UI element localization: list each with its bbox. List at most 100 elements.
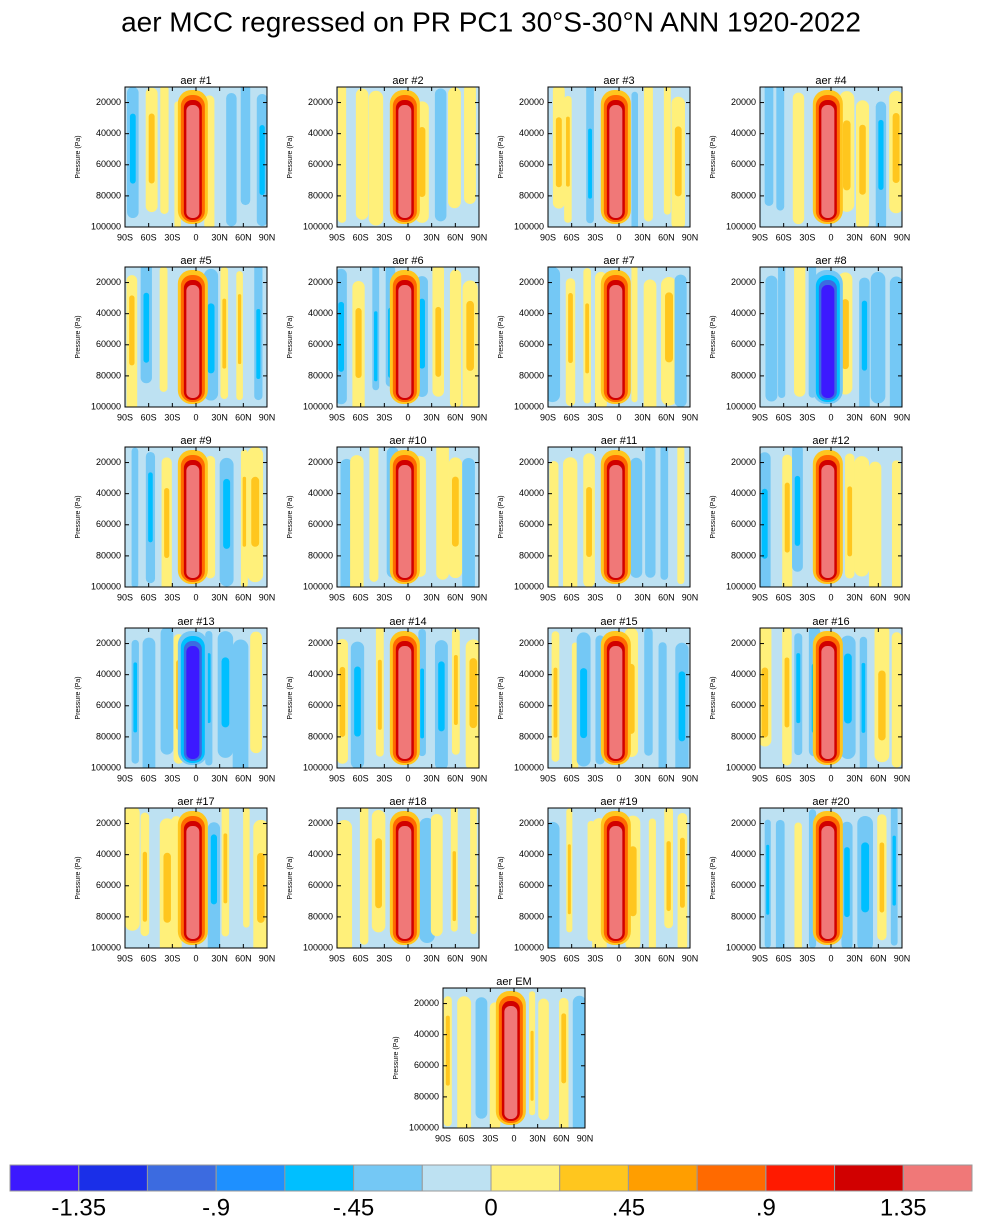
panel: aer #1 90S 60S 30S 0 30N 60N 90N 20000 40000 60000… [75, 75, 275, 242]
x-tick-label: 90N [682, 412, 699, 422]
panel-title: aer #3 [603, 75, 634, 87]
x-tick-label: 0 [193, 592, 198, 602]
x-tick-label: 90N [259, 773, 276, 783]
panel: aer #4 90S 60S 30S 0 30N 60N 90N 20000 40000 60000… [710, 75, 910, 242]
band [794, 267, 806, 397]
x-tick-label: 90S [752, 773, 768, 783]
band-core [438, 661, 445, 732]
field [337, 447, 479, 587]
x-tick-label: 60S [353, 412, 369, 422]
y-tick-label: 80000 [308, 550, 333, 560]
x-tick-label: 30N [846, 953, 863, 963]
y-tick-label: 100000 [726, 221, 756, 231]
y-tick-label: 80000 [519, 731, 544, 741]
x-tick-label: 90N [471, 412, 488, 422]
band-core [530, 1030, 534, 1101]
centre-blob [398, 465, 412, 578]
y-tick-label: 40000 [519, 849, 544, 859]
y-tick-label: 80000 [96, 190, 121, 200]
y-axis-label: Pressure (Pa) [287, 135, 294, 178]
panel-title: aer #1 [180, 75, 211, 87]
x-tick-label: 30S [587, 773, 603, 783]
band [350, 455, 364, 587]
panel-title: aer #2 [392, 75, 423, 87]
panel: aer #5 90S 60S 30S 0 30N 60N 90N 20000 40000 60000… [75, 255, 275, 422]
x-tick-label: 90N [259, 412, 276, 422]
panel-title: aer #6 [392, 255, 423, 267]
band [434, 88, 447, 222]
x-tick-label: 60S [353, 592, 369, 602]
panel-title: aer #16 [812, 616, 849, 628]
panel-title: aer #12 [812, 435, 849, 447]
y-axis-label: Pressure (Pa) [710, 856, 717, 899]
x-tick-label: 60S [141, 592, 157, 602]
field [125, 87, 267, 227]
y-tick-label: 20000 [96, 638, 121, 648]
y-tick-label: 60000 [731, 339, 756, 349]
y-tick-label: 100000 [91, 762, 121, 772]
x-tick-label: 90S [752, 232, 768, 242]
band [674, 274, 687, 407]
y-tick-label: 80000 [731, 190, 756, 200]
band [643, 87, 653, 222]
x-tick-label: 0 [405, 412, 410, 422]
x-tick-label: 60S [353, 773, 369, 783]
x-tick-label: 60N [235, 953, 252, 963]
y-tick-label: 20000 [308, 457, 333, 467]
x-tick-label: 0 [193, 412, 198, 422]
x-tick-label: 90S [329, 773, 345, 783]
x-tick-label: 90N [471, 592, 488, 602]
x-tick-label: 60N [447, 773, 464, 783]
band-core [841, 299, 849, 370]
y-tick-label: 60000 [96, 700, 121, 710]
field [125, 447, 267, 587]
y-tick-label: 60000 [96, 159, 121, 169]
x-tick-label: 90N [682, 773, 699, 783]
band-core [452, 851, 456, 922]
band [340, 458, 353, 587]
x-tick-label: 30S [799, 592, 815, 602]
y-tick-label: 80000 [96, 911, 121, 921]
centre-blob [186, 465, 200, 578]
y-tick-label: 80000 [308, 731, 333, 741]
band [125, 808, 140, 931]
band [160, 628, 174, 755]
band [571, 642, 579, 768]
band-core [761, 667, 769, 738]
y-tick-label: 60000 [414, 1060, 439, 1070]
x-tick-label: 60S [776, 592, 792, 602]
panel-title: aer #18 [389, 796, 426, 808]
y-tick-label: 100000 [303, 942, 333, 952]
band [854, 456, 870, 577]
x-tick-label: 60S [353, 232, 369, 242]
panel: aer #11 90S 60S 30S 0 30N 60N 90N 20000 40000 6000… [498, 435, 698, 602]
band-core [256, 309, 261, 380]
band-core [844, 653, 852, 724]
band [159, 267, 168, 392]
panel: aer #2 90S 60S 30S 0 30N 60N 90N 20000 40000 60000… [287, 75, 487, 242]
x-tick-label: 90S [752, 412, 768, 422]
x-tick-label: 30S [482, 1133, 498, 1143]
x-tick-label: 0 [405, 953, 410, 963]
x-tick-label: 60N [658, 773, 675, 783]
panel-title: aer #10 [389, 435, 426, 447]
band-core [861, 300, 868, 371]
band-core [784, 482, 790, 553]
band [232, 639, 249, 768]
y-tick-label: 100000 [514, 942, 544, 952]
y-tick-label: 80000 [96, 550, 121, 560]
x-tick-label: 30N [634, 773, 651, 783]
y-axis-label: Pressure (Pa) [75, 135, 82, 178]
centre-blob [609, 646, 623, 759]
y-tick-label: 40000 [731, 849, 756, 859]
y-tick-label: 100000 [514, 762, 544, 772]
y-tick-label: 40000 [519, 488, 544, 498]
x-tick-label: 0 [616, 412, 621, 422]
x-tick-label: 30S [164, 592, 180, 602]
centre-blob [186, 285, 200, 398]
colorbar-box [9, 1164, 80, 1192]
x-tick-label: 30S [376, 412, 392, 422]
centre-blob [609, 465, 623, 578]
colorbar-box [215, 1164, 286, 1192]
